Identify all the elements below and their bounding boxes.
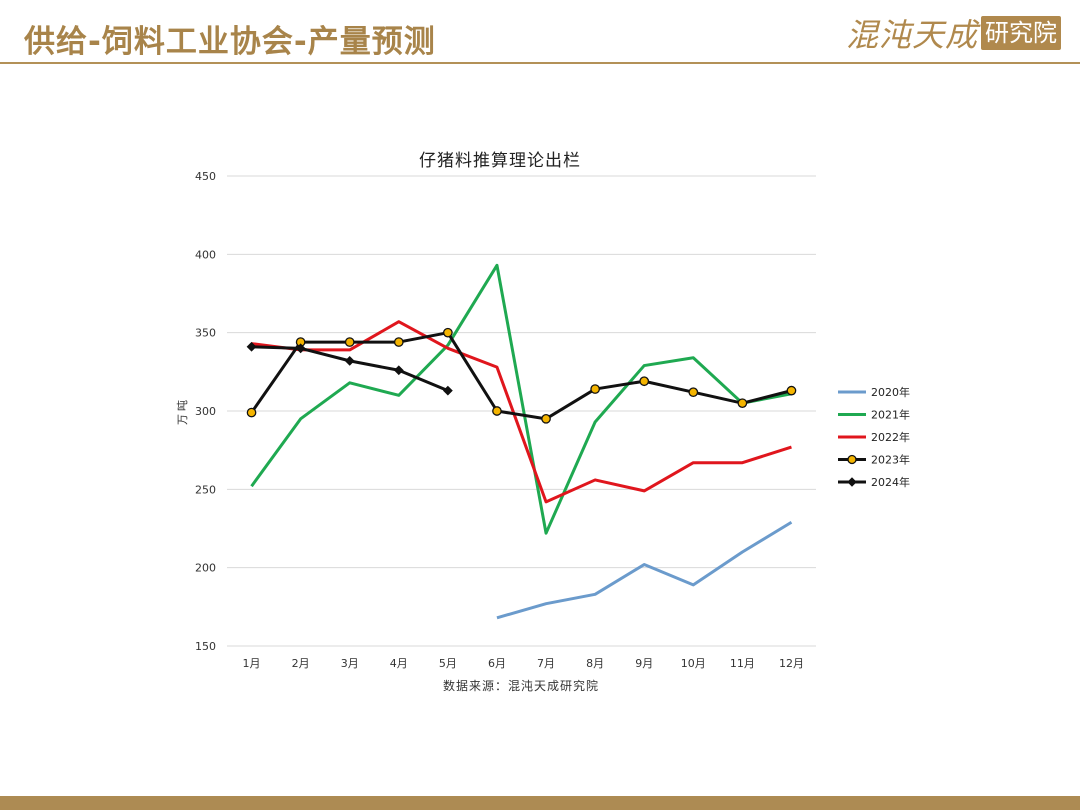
y-tick-label-300: 300: [195, 405, 216, 418]
y-tick-label-200: 200: [195, 562, 216, 575]
data-point-2024年-3月: [344, 355, 355, 366]
data-point-2023年-9月: [639, 376, 650, 387]
legend-label-2020年: 2020年: [871, 385, 910, 399]
data-point-2024年-2月: [295, 343, 306, 354]
data-point-2023年-8月: [590, 384, 600, 394]
x-tick-label-10: 10月: [681, 657, 706, 670]
x-tick-label-3: 3月: [341, 657, 359, 670]
data-point-2023年-11月: [737, 398, 748, 409]
logo-seal: 研究院: [981, 16, 1062, 50]
y-tick-label-400: 400: [195, 248, 216, 261]
data-point-2023年-3月: [344, 337, 355, 347]
chart-source: 数据来源：混沌天成研究院: [443, 678, 599, 693]
data-point-2023年-6月: [492, 406, 502, 416]
x-tick-label-9: 9月: [635, 657, 653, 670]
legend-marker-2024年: [847, 477, 857, 487]
data-point-2023年-1月: [246, 407, 257, 418]
gridlines: [227, 175, 816, 647]
y-tick-label-350: 350: [195, 327, 216, 340]
y-tick-label-250: 250: [195, 483, 216, 496]
data-point-2023年-7月: [541, 413, 551, 424]
x-tick-label-8: 8月: [586, 657, 604, 670]
x-tick-label-12: 12月: [779, 657, 804, 670]
header-divider: [0, 62, 1080, 64]
page-title: 供给-饲料工业协会-产量预测: [24, 24, 436, 60]
brand-logo: 混沌天成 研究院: [846, 14, 1062, 54]
series-line-2022年: [251, 320, 792, 504]
legend-label-2021年: 2021年: [871, 408, 910, 422]
series-line-2023年: [250, 331, 792, 421]
data-point-2023年-4月: [393, 337, 404, 347]
footer-bar: [0, 796, 1080, 810]
series-markers: [246, 327, 797, 424]
x-tick-label-7: 7月: [537, 657, 555, 670]
y-tick-label-150: 150: [195, 640, 216, 653]
legend-label-2022年: 2022年: [871, 430, 910, 444]
x-tick-label-5: 5月: [439, 657, 457, 670]
chart-title: 仔猪料推算理论出栏: [419, 151, 581, 171]
x-axis-ticks: 1月 2月 3月 4月 5月 6月 7月 8月 9月 10月 11月 12月: [243, 657, 804, 670]
y-axis-ticks: 150 200 250 300 350 400 450: [195, 170, 216, 653]
y-axis-label: 万吨: [176, 397, 189, 425]
data-point-2023年-10月: [688, 387, 699, 398]
x-tick-label-2: 2月: [292, 657, 310, 670]
series-line-2020年: [496, 520, 793, 620]
series-line-2021年: [250, 263, 792, 535]
y-tick-label-450: 450: [195, 170, 216, 183]
legend-label-2023年: 2023年: [871, 453, 910, 467]
data-point-2024年-4月: [393, 365, 404, 376]
data-point-2023年-12月: [786, 385, 797, 396]
data-point-2024年-1月: [246, 341, 257, 352]
x-tick-label-11: 11月: [730, 657, 755, 670]
x-tick-label-1: 1月: [243, 657, 261, 670]
x-tick-label-6: 6月: [488, 657, 506, 670]
logo-script-text: 混沌天成: [846, 16, 979, 54]
legend-marker-2023年: [847, 454, 857, 465]
legend-label-2024年: 2024年: [871, 475, 910, 489]
data-point-2023年-5月: [443, 327, 453, 338]
x-tick-label-4: 4月: [390, 657, 408, 670]
data-point-2024年-5月: [442, 385, 453, 396]
legend: 2020年 2021年 2022年 2023年 2024年: [838, 385, 910, 489]
series-lines: [250, 263, 793, 620]
